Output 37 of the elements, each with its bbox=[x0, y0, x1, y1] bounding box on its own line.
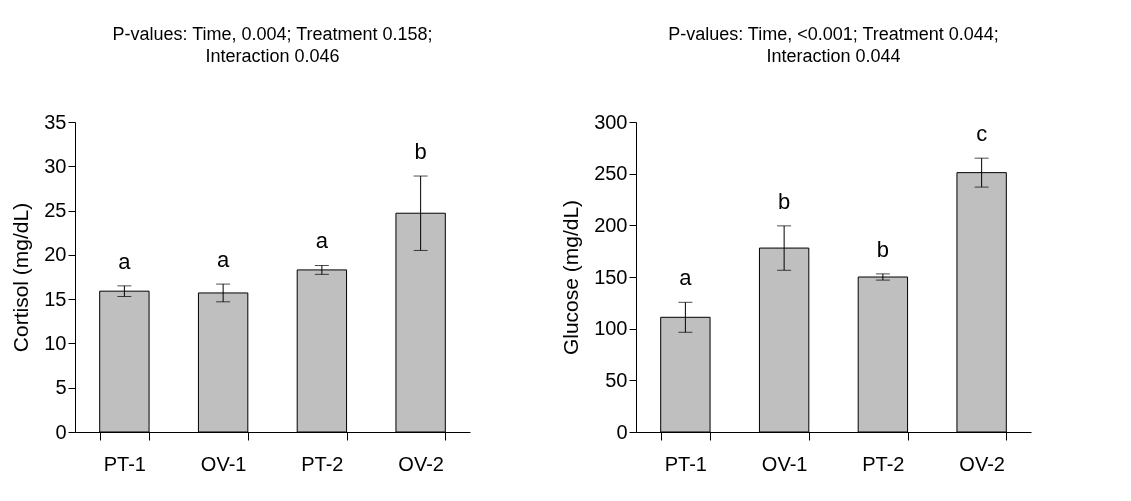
annotation: a bbox=[217, 247, 230, 273]
chart-title: P-values: Time, <0.001; Treatment 0.044; bbox=[668, 24, 999, 44]
x-tick-label: OV-2 bbox=[398, 452, 444, 475]
y-axis-title: Cortisol (mg/dL) bbox=[9, 202, 33, 353]
y-tick-label: 10 bbox=[44, 331, 67, 354]
x-tick-label: OV-1 bbox=[761, 452, 808, 475]
annotation: a bbox=[679, 265, 693, 291]
y-tick-label: 250 bbox=[594, 162, 628, 185]
chart-title: P-values: Time, 0.004; Treatment 0.158; bbox=[112, 24, 433, 44]
y-tick-label: 200 bbox=[594, 213, 628, 236]
y-tick-label: 50 bbox=[605, 368, 628, 391]
x-tick-label: OV-2 bbox=[959, 452, 1005, 475]
chart-subtitle: Interaction 0.046 bbox=[205, 46, 340, 66]
x-tick-label: PT-1 bbox=[103, 452, 146, 475]
y-tick-label: 20 bbox=[44, 243, 67, 266]
y-tick-label: 5 bbox=[55, 376, 67, 399]
x-tick-label: PT-1 bbox=[664, 452, 707, 475]
x-tick-label: PT-2 bbox=[301, 452, 344, 475]
x-tick-label: PT-2 bbox=[862, 452, 905, 475]
annotation: b bbox=[876, 236, 889, 262]
annotation: b bbox=[414, 139, 427, 165]
y-tick-label: 15 bbox=[44, 287, 67, 310]
x-tick-label: OV-1 bbox=[200, 452, 247, 475]
annotation: c bbox=[976, 121, 988, 147]
y-axis-title: Glucose (mg/dL) bbox=[559, 199, 583, 356]
y-tick-label: 35 bbox=[44, 110, 67, 133]
annotation: b bbox=[778, 188, 791, 214]
y-tick-label: 0 bbox=[55, 420, 67, 443]
annotation: a bbox=[315, 228, 329, 254]
y-tick-label: 150 bbox=[594, 265, 628, 288]
annotation: a bbox=[118, 248, 132, 274]
y-tick-label: 0 bbox=[616, 420, 628, 443]
chart-subtitle: Interaction 0.044 bbox=[766, 46, 901, 66]
y-tick-label: 100 bbox=[594, 317, 628, 340]
y-tick-label: 300 bbox=[594, 110, 628, 133]
y-tick-label: 25 bbox=[44, 199, 67, 222]
y-tick-label: 30 bbox=[44, 154, 67, 177]
